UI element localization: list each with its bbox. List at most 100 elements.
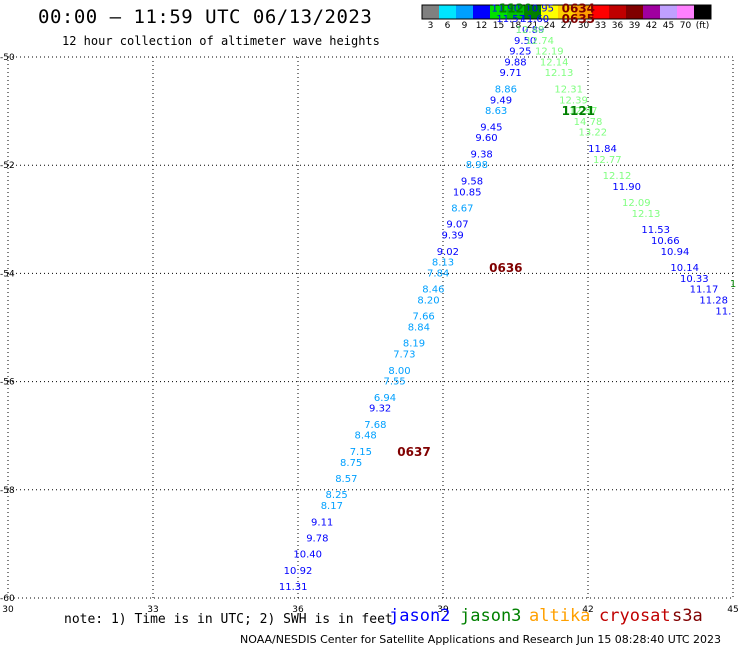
wave-height-point: 12.39 <box>559 95 588 106</box>
y-tick-label: -58 <box>0 486 15 496</box>
color-scale-label: 33 <box>594 21 607 31</box>
color-swatch <box>626 5 643 19</box>
wave-height-point: 9.71 <box>500 68 522 79</box>
color-swatch <box>524 5 541 19</box>
wave-height-point: 12.13 <box>545 68 574 79</box>
wave-height-point: 9.45 <box>480 122 502 133</box>
color-scale-label: 18 <box>509 21 522 31</box>
wave-height-point: 8.48 <box>355 431 377 442</box>
wave-height-point: 11.31 <box>279 582 308 593</box>
color-scale-label: 42 <box>645 21 658 31</box>
color-swatch <box>575 5 592 19</box>
wave-height-point: 9.32 <box>369 404 391 415</box>
color-swatch <box>592 5 609 19</box>
color-scale-label: 9 <box>461 21 468 31</box>
wave-height-point: 10.92 <box>284 566 313 577</box>
pass-time-label: 1120 <box>499 1 532 15</box>
page-subtitle: 12 hour collection of altimeter wave hei… <box>62 34 380 48</box>
color-scale-label: 27 <box>560 21 573 31</box>
wave-height-point: 7.73 <box>393 350 415 361</box>
y-tick-label: -54 <box>0 269 15 279</box>
color-scale-label: 6 <box>444 21 451 31</box>
wave-height-point: 10.66 <box>651 236 680 247</box>
y-tick-label: -52 <box>0 161 15 171</box>
wave-height-point: 10.89 <box>516 25 545 36</box>
pass-time-label: 0636 <box>489 261 522 275</box>
pass-time-label: 0635 <box>562 12 595 26</box>
wave-height-point: 11.57 <box>496 14 525 25</box>
wave-height-point: 7.66 <box>413 312 435 323</box>
x-tick-label: 45 <box>727 605 738 615</box>
color-swatch <box>643 5 660 19</box>
color-swatch <box>660 5 677 19</box>
color-scale-label: 21 <box>526 21 539 31</box>
color-scale-label: (ft) <box>695 21 710 31</box>
wave-height-point: 7.84 <box>427 268 449 279</box>
color-scale-label: 3 <box>427 21 434 31</box>
plot-frame <box>7 56 734 599</box>
wave-height-point: 8.75 <box>340 458 362 469</box>
wave-height-point: 12.31 <box>554 84 583 95</box>
wave-height-point: 10.14 <box>670 263 699 274</box>
wave-height-point: 9.78 <box>306 533 328 544</box>
wave-height-point: 8.67 <box>451 203 473 214</box>
wave-height-point: 10.94 <box>661 247 690 258</box>
wave-height-point: 9.02 <box>437 247 459 258</box>
color-scale-bar <box>421 4 712 20</box>
wave-height-point: 9.25 <box>509 47 531 58</box>
y-tick-label: -56 <box>0 378 15 388</box>
wave-height-point: 9.49 <box>490 95 512 106</box>
x-tick-label: 36 <box>292 605 304 615</box>
wave-height-point: 8.98 <box>466 160 488 171</box>
wave-height-point: 9.88 <box>504 57 526 68</box>
wave-height-point: 8.19 <box>403 339 425 350</box>
wave-height-point: 14.78 <box>574 117 603 128</box>
wave-height-point: 12.97 <box>569 106 598 117</box>
color-scale-label: 12 <box>475 21 488 31</box>
wave-height-point: 9.39 <box>442 231 464 242</box>
legend-entry-jason3: jason3 <box>460 606 522 626</box>
color-scale-label: 36 <box>611 21 624 31</box>
wave-height-point: 12.09 <box>622 198 651 209</box>
wave-height-point: 1 <box>730 279 736 290</box>
wave-height-point: 8.84 <box>408 323 430 334</box>
wave-height-point: 8.25 <box>326 490 348 501</box>
color-swatch <box>422 5 439 19</box>
wave-height-point: 12.13 <box>632 209 661 220</box>
x-tick-label: 30 <box>2 605 14 615</box>
wave-height-point: 8.17 <box>321 501 343 512</box>
wave-height-point: 8.13 <box>432 258 454 269</box>
wave-height-point: 9.50 <box>514 36 536 47</box>
wave-height-point: 10.85 <box>453 187 482 198</box>
color-scale-label: 30 <box>577 21 590 31</box>
wave-height-point: 11. <box>715 306 731 317</box>
color-swatch <box>507 5 524 19</box>
wave-height-point: 10.95 <box>525 3 554 14</box>
page-title: 00:00 – 11:59 UTC 06/13/2023 <box>38 6 373 28</box>
color-swatch <box>473 5 490 19</box>
wave-height-point: 8.00 <box>388 366 410 377</box>
color-scale-label: 24 <box>543 21 556 31</box>
wave-height-point: 11.84 <box>588 144 617 155</box>
legend-entry-cryosat: cryosat <box>599 606 671 626</box>
wave-height-point: 8.46 <box>422 285 444 296</box>
color-swatch <box>490 5 507 19</box>
wave-height-point: 12.14 <box>540 57 569 68</box>
y-tick-label: -60 <box>0 594 15 604</box>
wave-height-point: 7.68 <box>364 420 386 431</box>
wave-height-point: 10.40 <box>293 550 322 561</box>
color-scale-label: 45 <box>662 21 675 31</box>
wave-height-point: 11.90 <box>492 3 521 14</box>
color-swatch <box>456 5 473 19</box>
wave-height-point: 12.19 <box>535 47 564 58</box>
color-scale-label: 39 <box>628 21 641 31</box>
wave-height-point: 9.58 <box>461 176 483 187</box>
wave-height-point: 8.57 <box>335 474 357 485</box>
color-scale-label: 15 <box>492 21 505 31</box>
wave-height-point: 11.53 <box>641 225 670 236</box>
wave-height-point: 11.90 <box>612 182 641 193</box>
color-swatch <box>558 5 575 19</box>
wave-height-point: 6.94 <box>374 393 396 404</box>
footer-credit: NOAA/NESDIS Center for Satellite Applica… <box>240 633 722 646</box>
